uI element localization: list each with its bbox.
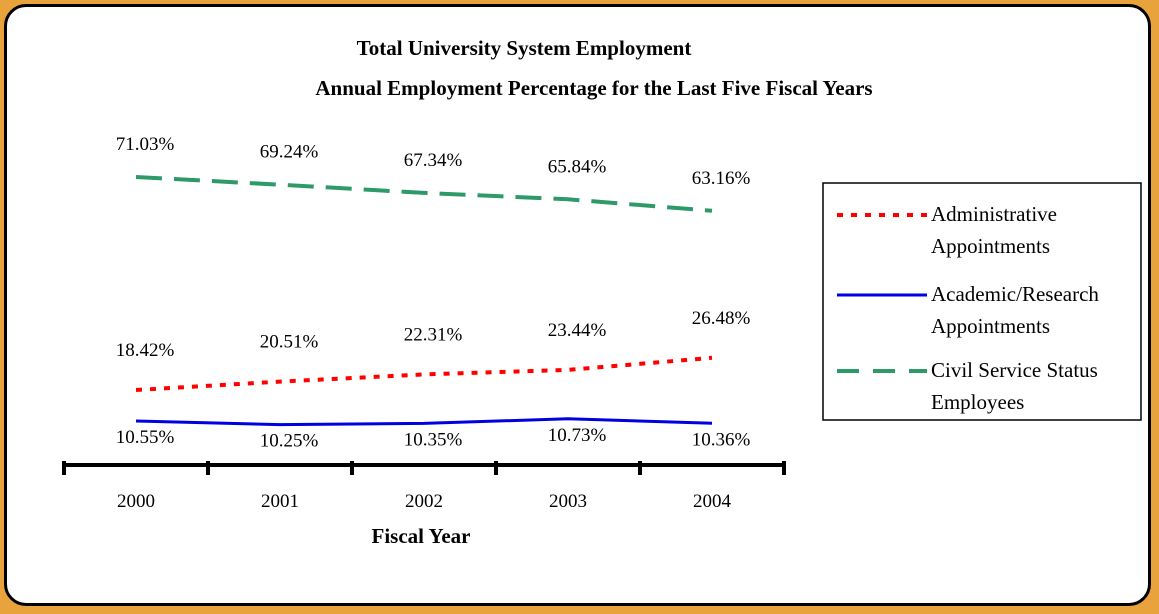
plot-area: 18.42% 20.51% 22.31% 23.44% 26.48% 10.55% 10.2… bbox=[62, 134, 786, 512]
data-label: 18.42% bbox=[116, 340, 175, 361]
x-tick-label: 2003 bbox=[549, 491, 587, 512]
series-line-1 bbox=[135, 355, 713, 392]
chart-subtitle: Annual Employment Percentage for the Las… bbox=[315, 76, 872, 100]
legend-box bbox=[822, 182, 1142, 421]
x-axis-title: Fiscal Year bbox=[372, 524, 471, 548]
data-label: 26.48% bbox=[692, 308, 751, 329]
data-label: 22.31% bbox=[404, 324, 463, 345]
legend-label-1: Administrative bbox=[931, 202, 1057, 226]
data-label: 10.73% bbox=[548, 425, 607, 446]
data-label: 67.34% bbox=[404, 150, 463, 171]
data-label: 10.25% bbox=[260, 431, 319, 452]
x-tick-label: 2001 bbox=[261, 491, 299, 512]
chart-svg: Total University System Employment Annua… bbox=[62, 36, 1142, 548]
legend-label-1: Appointments bbox=[931, 234, 1050, 258]
x-tick-label: 2004 bbox=[693, 491, 732, 512]
series-line-2 bbox=[135, 417, 713, 427]
legend-label-2: Academic/Research bbox=[931, 282, 1099, 306]
data-label: 10.36% bbox=[692, 429, 751, 450]
data-label: 65.84% bbox=[548, 156, 607, 177]
data-label: 69.24% bbox=[260, 142, 319, 163]
data-label: 20.51% bbox=[260, 332, 319, 353]
legend-label-3: Employees bbox=[931, 390, 1024, 414]
legend: Administrative Appointments Academic/Resea… bbox=[837, 202, 1099, 414]
data-label: 10.55% bbox=[116, 427, 175, 448]
data-label: 10.35% bbox=[404, 429, 463, 450]
x-tick-label: 2002 bbox=[405, 491, 443, 512]
data-label: 63.16% bbox=[692, 168, 751, 189]
legend-label-3: Civil Service Status bbox=[931, 358, 1098, 382]
chart-frame: Total University System Employment Annua… bbox=[4, 4, 1151, 606]
series-line-3 bbox=[135, 175, 713, 213]
x-tick-label: 2000 bbox=[117, 491, 155, 512]
chart-title: Total University System Employment bbox=[357, 36, 692, 60]
legend-label-2: Appointments bbox=[931, 314, 1050, 338]
data-label: 71.03% bbox=[116, 134, 175, 155]
data-label: 23.44% bbox=[548, 320, 607, 341]
